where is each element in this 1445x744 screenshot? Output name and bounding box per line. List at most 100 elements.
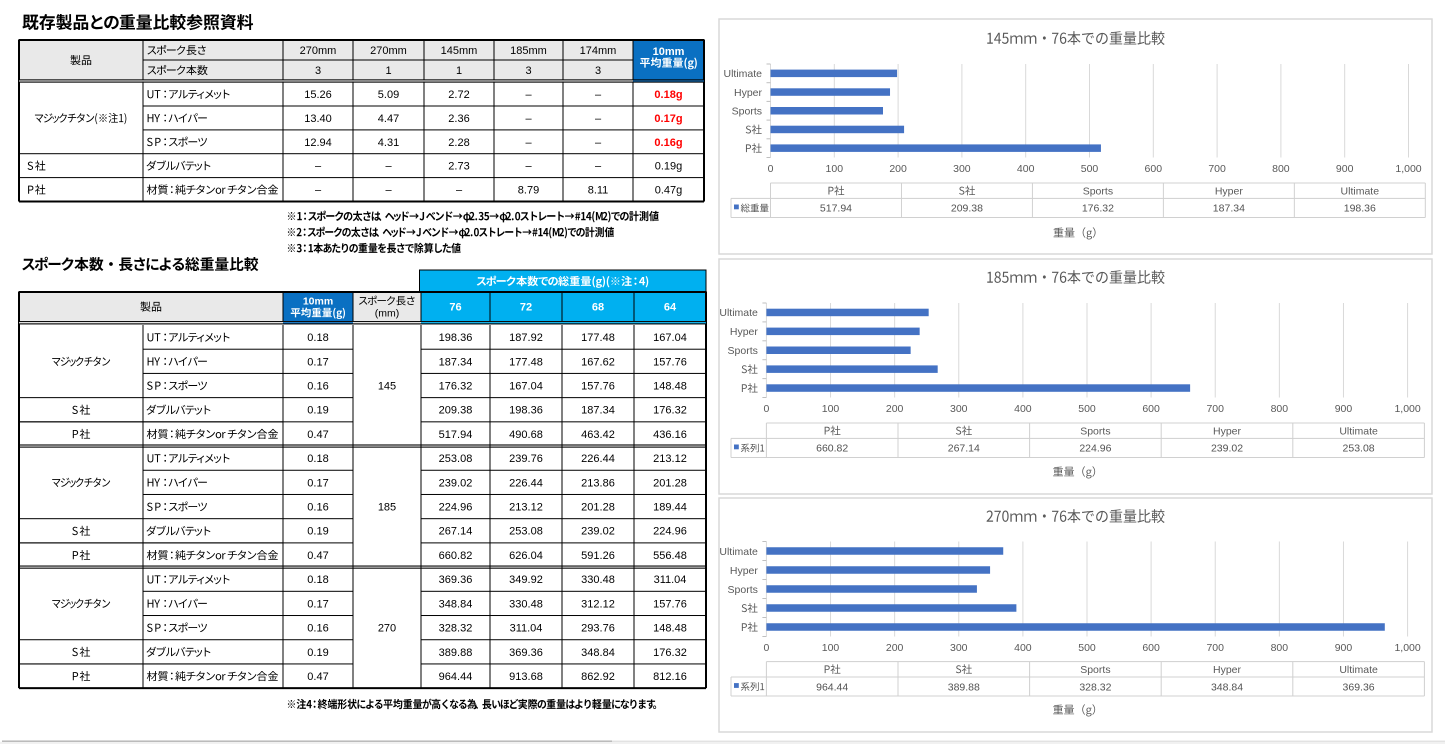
svg-text:–: – [385,185,392,197]
svg-text:0.17g: 0.17g [654,113,682,125]
svg-text:270: 270 [378,623,396,635]
svg-text:–: – [315,161,322,173]
svg-text:270mm: 270mm [300,45,337,57]
svg-text:(mm): (mm) [375,307,400,319]
svg-text:1,000: 1,000 [1394,403,1420,415]
svg-text:Ultimate: Ultimate [719,307,758,319]
svg-text:293.76: 293.76 [581,623,615,635]
svg-text:0.19g: 0.19g [655,161,683,173]
svg-text:4.31: 4.31 [378,137,399,149]
svg-text:176.32: 176.32 [653,647,687,659]
svg-text:3: 3 [595,65,601,77]
svg-text:Hyper: Hyper [730,326,759,338]
svg-text:3: 3 [525,65,531,77]
svg-text:–: – [385,161,392,173]
svg-text:436.16: 436.16 [653,429,687,441]
svg-text:–: – [595,89,602,101]
svg-text:0.18g: 0.18g [654,89,682,101]
svg-text:463.42: 463.42 [581,429,615,441]
svg-text:167.04: 167.04 [653,332,687,344]
svg-text:500: 500 [1081,163,1099,175]
svg-text:76: 76 [449,302,461,314]
svg-text:Ultimate: Ultimate [719,546,758,558]
svg-text:239.02: 239.02 [439,477,473,489]
svg-text:800: 800 [1272,163,1290,175]
svg-text:–: – [525,113,532,125]
svg-text:187.34: 187.34 [1213,203,1245,215]
svg-text:167.62: 167.62 [581,356,615,368]
svg-text:0.18: 0.18 [307,332,328,344]
svg-text:300: 300 [950,642,968,654]
svg-text:389.88: 389.88 [439,647,473,659]
svg-text:167.04: 167.04 [509,381,543,393]
svg-text:800: 800 [1271,642,1289,654]
svg-text:1: 1 [456,65,462,77]
svg-text:900: 900 [1335,403,1353,415]
svg-text:15.26: 15.26 [304,89,332,101]
svg-text:0.16: 0.16 [307,381,328,393]
svg-text:900: 900 [1336,163,1354,175]
svg-text:600: 600 [1142,403,1160,415]
svg-text:145mm: 145mm [441,45,478,57]
svg-text:348.84: 348.84 [439,598,473,610]
svg-text:187.92: 187.92 [509,332,543,344]
svg-text:8.79: 8.79 [518,185,539,197]
svg-text:68: 68 [592,302,604,314]
svg-text:400: 400 [1014,642,1032,654]
svg-text:330.48: 330.48 [581,574,615,586]
svg-text:253.08: 253.08 [1343,443,1375,455]
svg-text:517.94: 517.94 [439,429,473,441]
svg-text:2.73: 2.73 [448,161,469,173]
svg-text:8.11: 8.11 [588,185,609,197]
svg-text:267.14: 267.14 [439,526,473,538]
svg-text:270mm: 270mm [370,45,407,57]
svg-text:369.36: 369.36 [439,574,473,586]
svg-text:1,000: 1,000 [1395,163,1421,175]
svg-text:Ultimate: Ultimate [1339,425,1378,437]
svg-text:500: 500 [1078,642,1096,654]
svg-text:1,000: 1,000 [1394,642,1420,654]
svg-text:0: 0 [763,403,769,415]
svg-text:72: 72 [520,302,532,314]
svg-text:Ultimate: Ultimate [1339,664,1378,676]
svg-text:176.32: 176.32 [439,381,473,393]
svg-text:198.36: 198.36 [1344,203,1376,215]
svg-text:0.17: 0.17 [307,356,328,368]
svg-text:311.04: 311.04 [510,623,543,635]
svg-text:–: – [595,113,602,125]
svg-text:2.36: 2.36 [448,113,469,125]
svg-text:Ultimate: Ultimate [1341,185,1380,197]
svg-text:0.19: 0.19 [307,526,328,538]
svg-text:Ultimate: Ultimate [723,68,762,80]
svg-text:187.34: 187.34 [439,356,473,368]
svg-text:812.16: 812.16 [653,671,687,683]
svg-text:148.48: 148.48 [653,381,687,393]
svg-text:100: 100 [822,642,840,654]
svg-text:Sports: Sports [1083,185,1113,197]
svg-text:5.09: 5.09 [378,89,399,101]
svg-text:330.48: 330.48 [509,598,543,610]
svg-text:Hyper: Hyper [734,87,763,99]
svg-text:187.34: 187.34 [581,405,615,417]
svg-text:964.44: 964.44 [439,671,473,683]
svg-text:389.88: 389.88 [948,681,980,693]
svg-text:348.84: 348.84 [581,647,615,659]
svg-text:239.02: 239.02 [581,526,615,538]
svg-text:148.48: 148.48 [653,623,687,635]
svg-text:185: 185 [378,502,396,514]
svg-text:311.04: 311.04 [654,574,687,586]
svg-text:157.76: 157.76 [581,381,615,393]
svg-text:0.17: 0.17 [307,598,328,610]
svg-text:500: 500 [1078,403,1096,415]
svg-text:226.44: 226.44 [509,477,543,489]
svg-text:0.17: 0.17 [307,477,328,489]
svg-text:13.40: 13.40 [304,113,332,125]
svg-text:556.48: 556.48 [653,550,687,562]
svg-text:0.16: 0.16 [307,623,328,635]
svg-text:–: – [456,185,463,197]
svg-text:600: 600 [1142,642,1160,654]
svg-text:176.32: 176.32 [1082,203,1114,215]
svg-text:0.47: 0.47 [307,429,328,441]
svg-text:700: 700 [1206,403,1224,415]
svg-text:64: 64 [664,302,677,314]
